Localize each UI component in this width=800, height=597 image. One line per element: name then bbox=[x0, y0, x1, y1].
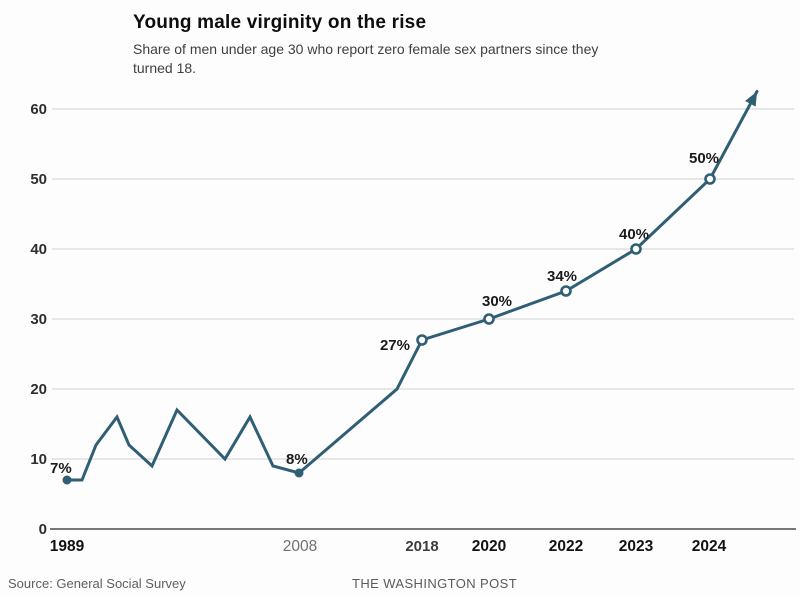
x-tick-label: 2018 bbox=[405, 538, 438, 555]
x-tick-label: 2023 bbox=[619, 538, 654, 555]
data-point-label: 27% bbox=[380, 337, 410, 354]
data-point-label: 34% bbox=[547, 268, 577, 285]
source-note: Source: General Social Survey bbox=[8, 576, 186, 591]
data-point-marker bbox=[560, 285, 572, 297]
data-point-marker bbox=[704, 173, 716, 185]
y-tick-label: 20 bbox=[30, 381, 47, 398]
data-point-marker bbox=[416, 334, 428, 346]
x-tick-label: 2022 bbox=[549, 538, 583, 555]
data-point-marker bbox=[294, 468, 304, 478]
y-tick-label: 30 bbox=[30, 311, 47, 328]
data-point-marker bbox=[630, 243, 642, 255]
y-tick-label: 0 bbox=[39, 521, 47, 538]
y-tick-label: 50 bbox=[30, 171, 47, 188]
data-point-marker bbox=[483, 313, 495, 325]
x-tick-label: 2024 bbox=[692, 538, 727, 555]
data-point-label: 8% bbox=[286, 451, 308, 468]
x-tick-label: 2008 bbox=[283, 538, 317, 555]
data-point-label: 7% bbox=[50, 460, 72, 477]
chart-subtitle: Share of men under age 30 who report zer… bbox=[133, 41, 599, 77]
chart-header: Young male virginity on the rise Share o… bbox=[133, 12, 613, 79]
trend-arrow-head bbox=[745, 91, 757, 107]
x-tick-label: 1989 bbox=[50, 538, 85, 555]
publisher-credit: THE WASHINGTON POST bbox=[352, 576, 518, 591]
data-point-label: 30% bbox=[482, 293, 512, 310]
data-point-marker bbox=[62, 475, 72, 485]
data-point-label: 40% bbox=[619, 226, 649, 243]
data-line bbox=[65, 90, 759, 482]
data-point-label: 50% bbox=[689, 150, 719, 167]
x-tick-label: 2020 bbox=[472, 538, 506, 555]
y-tick-label: 10 bbox=[30, 451, 47, 468]
y-tick-label: 60 bbox=[30, 101, 47, 118]
y-tick-label: 40 bbox=[30, 241, 47, 258]
chart-title: Young male virginity on the rise bbox=[133, 12, 427, 33]
